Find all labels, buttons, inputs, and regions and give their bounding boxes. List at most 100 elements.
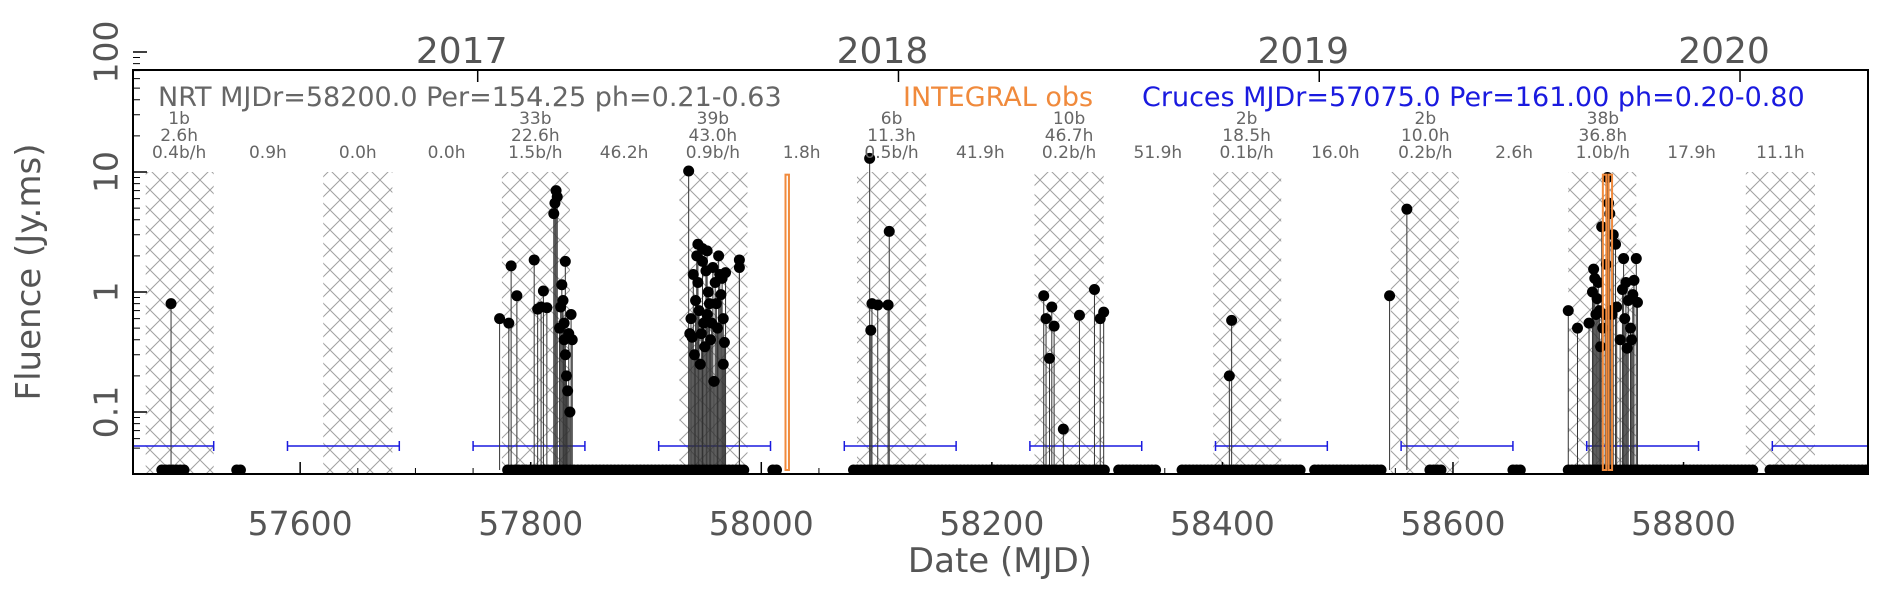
burst-point: [692, 276, 704, 288]
upper-limit-point: [738, 464, 750, 474]
window-label: 17.9h: [1667, 143, 1716, 163]
burst-point: [1611, 301, 1623, 313]
burst-point: [559, 349, 571, 361]
burst-point: [564, 406, 576, 418]
burst-point: [685, 313, 697, 325]
integral-observations: [784, 173, 1614, 472]
window-label: 1.0b/h: [1576, 143, 1630, 163]
burst-point: [707, 262, 719, 274]
burst-point: [1038, 290, 1050, 302]
integral-obs: [784, 173, 790, 472]
burst-point: [562, 385, 574, 397]
upper-limit-point: [1150, 464, 1162, 474]
window-label: 11.3h: [867, 126, 916, 146]
burst-point: [1583, 317, 1595, 329]
burst-point: [1098, 306, 1110, 318]
burst-point: [566, 334, 578, 346]
x-tick-label: 57600: [248, 504, 353, 543]
legend-cruces: Cruces MJDr=57075.0 Per=161.00 ph=0.20-0…: [1142, 82, 1805, 113]
burst-point: [1630, 253, 1642, 265]
window-label: 51.9h: [1134, 143, 1183, 163]
burst-point: [1618, 253, 1630, 265]
burst-point: [556, 279, 568, 291]
integral-obs: [1607, 173, 1614, 472]
window-label: 38b: [1587, 109, 1619, 129]
burst-point: [715, 289, 727, 301]
y-tick-label: 1: [87, 282, 126, 303]
nrt-windows: [145, 172, 1815, 474]
burst-point: [720, 267, 732, 279]
integral-obs: [1601, 173, 1608, 472]
burst-point: [548, 208, 560, 220]
burst-point: [698, 317, 710, 329]
burst-points: [165, 152, 1643, 435]
burst-point: [1384, 290, 1396, 302]
x-tick-label: 58200: [939, 504, 1044, 543]
upper-limit-points: [156, 464, 1868, 474]
burst-point: [1088, 283, 1100, 295]
window-label: 0.2b/h: [1398, 143, 1452, 163]
burst-point: [710, 298, 722, 310]
burst-point: [683, 165, 695, 177]
nrt-window: [1390, 172, 1459, 474]
x-tick-label: 57800: [478, 504, 583, 543]
burst-point: [708, 375, 720, 387]
y-tick-label: 10: [87, 151, 126, 193]
window-label: 0.2b/h: [1042, 143, 1096, 163]
burst-point: [713, 250, 725, 262]
burst-point: [717, 358, 729, 370]
x-tick-label: 58400: [1170, 504, 1275, 543]
upper-limit-point: [1860, 464, 1868, 474]
burst-point: [705, 334, 717, 346]
burst-point: [1401, 203, 1413, 215]
burst-point: [528, 254, 540, 266]
burst-point: [1226, 314, 1238, 326]
y-tick-label: 100: [87, 21, 126, 84]
burst-point: [1043, 352, 1055, 364]
burst-point: [695, 328, 707, 340]
window-label: 0.9b/h: [686, 143, 740, 163]
x-tick-label: 58600: [1400, 504, 1505, 543]
burst-point: [702, 286, 714, 298]
window-label: 10.0h: [1401, 126, 1450, 146]
upper-limit-point: [1375, 464, 1387, 474]
burst-point: [865, 324, 877, 336]
burst-point: [505, 260, 517, 272]
burst-point: [711, 322, 723, 334]
burst-point: [733, 262, 745, 274]
burst-point: [494, 313, 506, 325]
burst-point: [1592, 276, 1604, 288]
burst-point: [565, 308, 577, 320]
burst-point: [687, 268, 699, 280]
upper-limit-point: [1294, 464, 1306, 474]
burst-point: [1631, 296, 1643, 308]
legend-nrt: NRT MJDr=58200.0 Per=154.25 ph=0.21-0.63: [158, 82, 782, 113]
burst-point: [690, 294, 702, 306]
burst-point: [1591, 293, 1603, 305]
window-label: 1b: [168, 109, 190, 129]
burst-point: [558, 317, 570, 329]
burst-point: [1057, 423, 1069, 435]
window-label: 22.6h: [511, 126, 560, 146]
window-label: 2.6h: [160, 126, 198, 146]
window-label: 1.8h: [783, 143, 821, 163]
burst-point: [1628, 274, 1640, 286]
nrt-window: [1213, 172, 1282, 474]
burst-point: [511, 290, 523, 302]
burst-point: [559, 255, 571, 267]
burst-point: [701, 245, 713, 257]
window-label: 0.9h: [249, 143, 287, 163]
burst-point: [718, 336, 730, 348]
burst-point: [694, 358, 706, 370]
burst-point: [872, 299, 884, 311]
burst-point: [1048, 320, 1060, 332]
window-label: 0.4b/h: [152, 143, 206, 163]
upper-limit-point: [234, 464, 246, 474]
burst-point: [1595, 341, 1607, 353]
plot-frame: [132, 69, 1869, 475]
window-label: 39b: [697, 109, 729, 129]
x-tick-label: 58800: [1631, 504, 1736, 543]
burst-point: [1607, 229, 1619, 241]
